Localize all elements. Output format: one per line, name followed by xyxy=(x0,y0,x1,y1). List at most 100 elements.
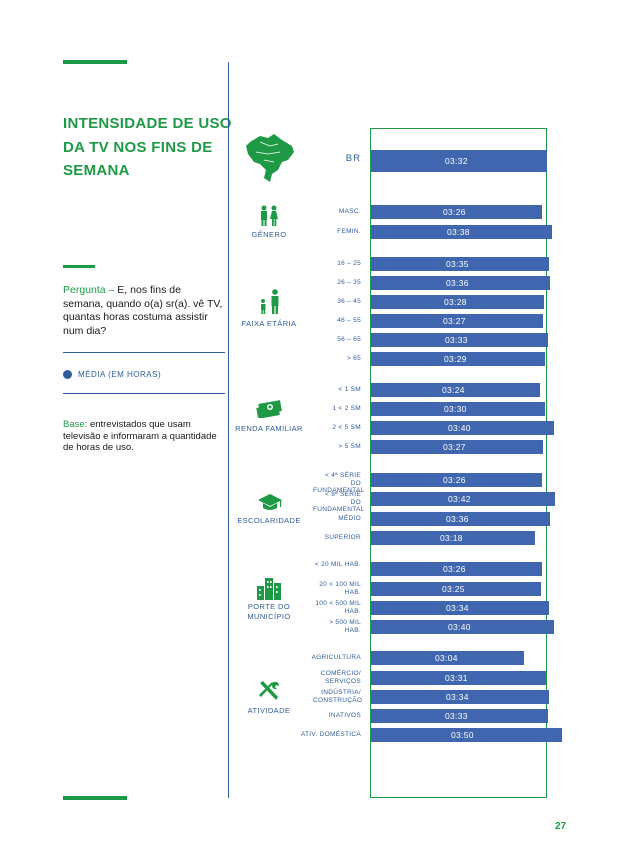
question-text: Pergunta – E, nos fins de semana, quando… xyxy=(63,284,223,338)
gender-icon xyxy=(261,205,278,226)
row-label: > 5 SM xyxy=(338,443,361,450)
row-label: INDÚSTRIA/ CONSTRUÇÃO xyxy=(313,689,363,704)
row-label: 1 < 2 SM xyxy=(332,405,361,412)
bar-value-label: 03:40 xyxy=(448,423,471,433)
bottom-green-rule xyxy=(63,796,127,800)
age-group-icon xyxy=(261,289,279,314)
row-label: BR xyxy=(345,153,361,164)
bar-value-label: 03:42 xyxy=(448,494,471,504)
bar-value-label: 03:26 xyxy=(443,475,466,485)
bar: 03:24 xyxy=(371,383,540,397)
page-title: INTENSIDADE DE USO DA TV NOS FINS DE SEM… xyxy=(63,115,232,179)
question-body: E, nos fins de semana, quando o(a) sr(a)… xyxy=(63,284,223,337)
bar-value-label: 03:27 xyxy=(443,442,466,452)
brazil-map-icon xyxy=(246,134,294,182)
bar: 03:26 xyxy=(371,473,542,487)
row-label: > 500 MIL HAB. xyxy=(329,619,361,634)
bar: 03:38 xyxy=(371,225,552,239)
row-label: 56 – 65 xyxy=(337,336,361,343)
row-label: FEMIN. xyxy=(337,228,361,235)
row-label: < 4ª SÉRIE DO FUNDAMENTAL xyxy=(313,472,365,494)
bar-value-label: 03:29 xyxy=(444,354,467,364)
row-label: < 8ª SÉRIE DO FUNDAMENTAL xyxy=(313,491,365,513)
bar-value-label: 03:27 xyxy=(443,316,466,326)
row-label: 20 < 100 MIL HAB. xyxy=(319,581,361,596)
bar: 03:27 xyxy=(371,440,543,454)
category-renda: RENDA FAMILIAR xyxy=(235,424,303,433)
bar: 03:30 xyxy=(371,402,545,416)
bar-value-label: 03:18 xyxy=(440,533,463,543)
bar: 03:34 xyxy=(371,601,549,615)
bar: 03:26 xyxy=(371,562,542,576)
divider xyxy=(63,352,225,353)
bar: 03:34 xyxy=(371,690,549,704)
row-label: MÉDIO xyxy=(338,515,361,522)
bar: 03:42 xyxy=(371,492,555,506)
bar: 03:50 xyxy=(371,728,562,742)
row-label: < 20 MIL HAB. xyxy=(314,561,361,568)
top-green-rule xyxy=(63,60,127,64)
category-atividade: ATIVIDADE xyxy=(247,706,291,715)
category-escolaridade: ESCOLARIDADE xyxy=(237,516,301,525)
city-buildings-icon xyxy=(257,578,281,600)
bar: 03:33 xyxy=(371,709,548,723)
row-label: INATIVOS xyxy=(328,712,361,719)
bar-value-label: 03:30 xyxy=(444,404,467,414)
bar-value-label: 03:38 xyxy=(447,227,470,237)
category-faixa-etaria: FAIXA ETÁRIA xyxy=(241,319,297,328)
bar-br: 03:32 xyxy=(371,150,547,172)
bar: 03:25 xyxy=(371,582,541,596)
bar-value-label: 03:36 xyxy=(446,278,469,288)
row-label: COMÉRCIO/ SERVIÇOS xyxy=(320,670,361,685)
row-label: > 65 xyxy=(346,355,361,362)
bar: 03:18 xyxy=(371,531,535,545)
row-label: < 1 SM xyxy=(338,386,361,393)
br-reference-box xyxy=(370,128,547,798)
bar: 03:27 xyxy=(371,314,543,328)
row-label: 100 < 500 MIL HAB. xyxy=(315,600,361,615)
bar: 03:31 xyxy=(371,671,546,685)
legend-dot-icon xyxy=(63,370,72,379)
bar: 03:36 xyxy=(371,512,550,526)
row-label: 46 – 55 xyxy=(337,317,361,324)
bar-value-label: 03:34 xyxy=(446,603,469,613)
row-label: AGRICULTURA xyxy=(311,654,361,661)
divider xyxy=(63,393,225,394)
bar: 03:33 xyxy=(371,333,548,347)
base-lead: Base: xyxy=(63,419,88,430)
tools-icon xyxy=(259,681,279,700)
bar: 03:40 xyxy=(371,421,554,435)
question-green-rule xyxy=(63,265,95,268)
bar-value-label: 03:31 xyxy=(445,673,468,683)
category-porte: PORTE DO MUNICÍPIO xyxy=(247,602,291,621)
bar-value-label: 03:26 xyxy=(443,207,466,217)
bar-value-label: 03:33 xyxy=(445,711,468,721)
bar-value-label: 03:04 xyxy=(435,653,458,663)
category-genero: GÊNERO xyxy=(251,230,287,239)
bar: 03:35 xyxy=(371,257,549,271)
row-label: 16 – 25 xyxy=(337,260,361,267)
page-number: 27 xyxy=(555,821,567,832)
vertical-divider xyxy=(228,62,229,798)
bar-value-label: 03:28 xyxy=(444,297,467,307)
bar: 03:36 xyxy=(371,276,550,290)
bar-value-label: 03:35 xyxy=(446,259,469,269)
graduation-cap-icon xyxy=(258,494,282,510)
base-body: entrevistados que usam televisão e infor… xyxy=(63,419,217,453)
bar-value-label: 03:32 xyxy=(445,156,468,166)
bar-value-label: 03:50 xyxy=(451,730,474,740)
bar: 03:40 xyxy=(371,620,554,634)
row-label: 26 – 35 xyxy=(337,279,361,286)
row-label: MASC. xyxy=(338,208,361,215)
bar-value-label: 03:25 xyxy=(442,584,465,594)
bar: 03:28 xyxy=(371,295,544,309)
bar-value-label: 03:36 xyxy=(446,514,469,524)
bar-value-label: 03:33 xyxy=(445,335,468,345)
bar-value-label: 03:34 xyxy=(446,692,469,702)
bar-value-label: 03:24 xyxy=(442,385,465,395)
bar: 03:29 xyxy=(371,352,545,366)
bar: 03:26 xyxy=(371,205,542,219)
bar-value-label: 03:40 xyxy=(448,622,471,632)
row-label: SUPERIOR xyxy=(324,534,361,541)
bar: 03:04 xyxy=(371,651,524,665)
